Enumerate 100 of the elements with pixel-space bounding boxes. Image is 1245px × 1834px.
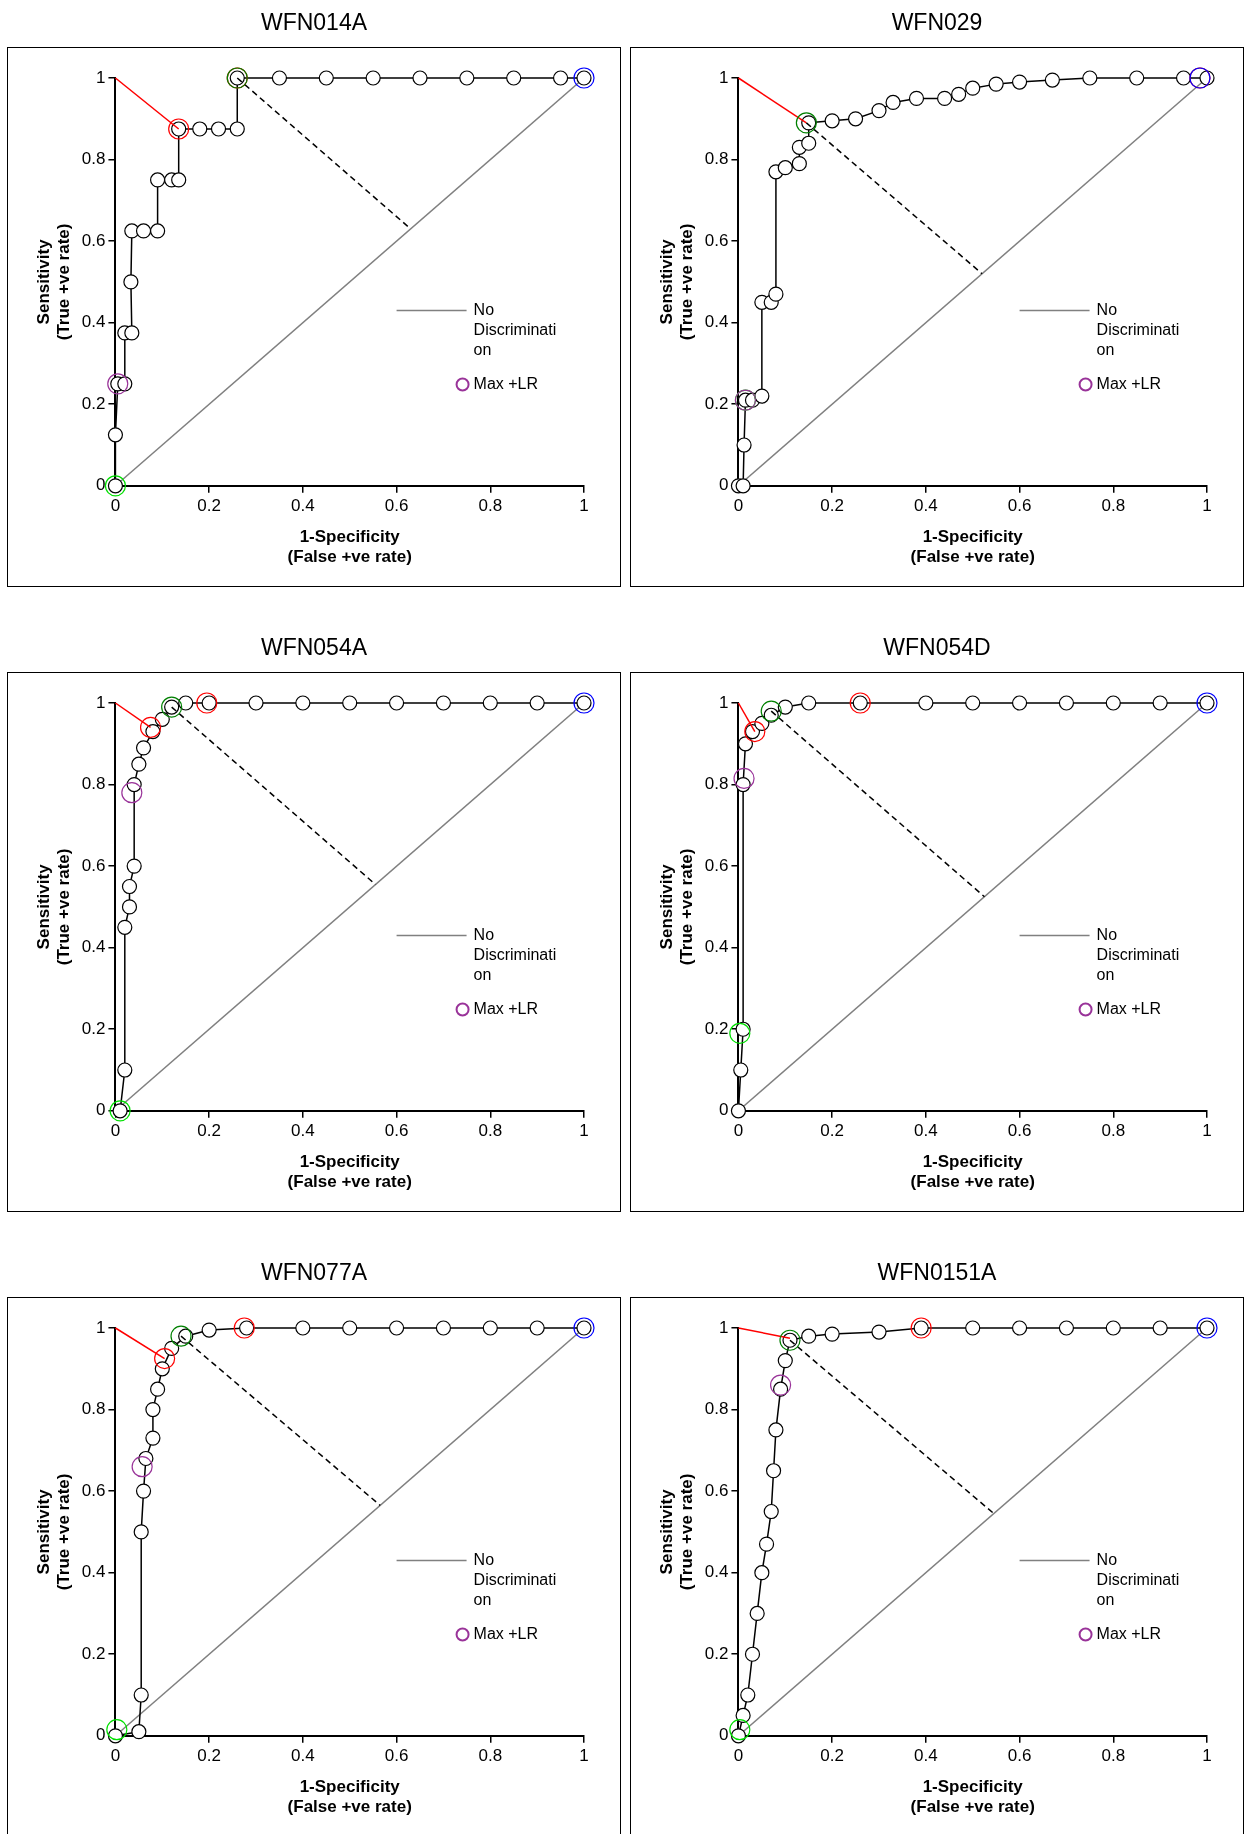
x-axis-title: 1-Specificity (False +ve rate) [287,1777,412,1817]
y-tick-label: 0.2 [704,393,729,413]
x-axis-title: 1-Specificity (False +ve rate) [287,527,412,567]
y-tick-label: 1 [718,67,729,87]
legend-label: Max +LR [473,1624,539,1642]
y-tick-label: 1 [95,1317,106,1337]
y-tick-label: 0.6 [704,855,729,875]
x-tick-label: 0.4 [914,1120,938,1140]
x-tick-label: 1 [579,1745,589,1765]
legend-label: No Discrimination [473,925,557,983]
x-tick-label: 0.2 [820,1120,844,1140]
y-tick-label: 0.2 [81,1643,106,1663]
x-tick-label: 0.6 [384,1120,409,1140]
x-tick-label: 0.6 [1007,1120,1032,1140]
x-tick-label: 1 [1202,1120,1212,1140]
y-tick-label: 0.6 [81,855,106,875]
y-tick-label: 0.6 [704,1480,729,1500]
x-tick-label: 0.8 [1101,495,1126,515]
y-tick-label: 0.2 [81,1018,106,1038]
y-tick-label: 0.8 [704,1399,729,1419]
y-tick-label: 0.2 [704,1018,729,1038]
y-tick-label: 0.8 [81,774,106,794]
y-axis-title: Sensitivity (True +ve rate) [33,1473,74,1591]
y-tick-label: 0.8 [81,1399,106,1419]
x-tick-label: 1 [579,495,589,515]
legend-label: No Discrimination [1096,925,1180,983]
y-tick-label: 0 [95,475,106,495]
x-tick-label: 0 [110,1120,121,1140]
legend-label: No Discrimination [1096,1550,1180,1608]
chart-title: WFN077A [259,1258,369,1287]
y-tick-label: 0.6 [81,230,106,250]
x-tick-label: 0 [733,1120,744,1140]
y-axis-title: Sensitivity (True +ve rate) [656,1473,697,1591]
y-tick-label: 0 [718,1725,729,1745]
chart-title: WFN054A [259,633,369,662]
y-tick-label: 1 [718,692,729,712]
y-axis-title: Sensitivity (True +ve rate) [33,223,74,341]
y-tick-label: 0.8 [704,774,729,794]
legend-label: No Discrimination [473,300,557,358]
x-tick-label: 0.4 [914,1745,938,1765]
x-tick-label: 0.4 [914,495,938,515]
x-tick-label: 0.8 [1101,1120,1126,1140]
chart-title: WFN014A [259,8,369,37]
x-axis-title: 1-Specificity (False +ve rate) [910,1777,1035,1817]
x-tick-label: 1 [1202,1745,1212,1765]
x-tick-label: 0.2 [197,1745,221,1765]
y-tick-label: 0.4 [81,937,106,957]
legend-label: No Discrimination [1096,300,1180,358]
x-tick-label: 0.8 [1101,1745,1126,1765]
y-axis-title: Sensitivity (True +ve rate) [656,223,697,341]
y-tick-label: 0.4 [81,312,106,332]
y-tick-label: 1 [718,1317,729,1337]
legend-label: No Discrimination [473,1550,557,1608]
y-tick-label: 0.2 [81,393,106,413]
x-axis-title: 1-Specificity (False +ve rate) [287,1152,412,1192]
x-tick-label: 0.2 [197,1120,221,1140]
x-tick-label: 0.4 [291,1745,315,1765]
y-tick-label: 0.8 [704,149,729,169]
x-tick-label: 0.2 [820,495,844,515]
x-tick-label: 0.8 [478,1745,503,1765]
y-tick-label: 0.6 [704,230,729,250]
legend-label: Max +LR [1096,374,1162,392]
y-axis-title: Sensitivity (True +ve rate) [656,848,697,966]
y-tick-label: 0 [718,1100,729,1120]
chart-title: WFN054D [882,633,992,662]
x-tick-label: 0 [733,495,744,515]
x-tick-label: 1 [579,1120,589,1140]
x-tick-label: 0.6 [1007,495,1032,515]
y-tick-label: 1 [95,67,106,87]
x-tick-label: 0.2 [197,495,221,515]
y-tick-label: 1 [95,692,106,712]
x-tick-label: 0.4 [291,1120,315,1140]
x-tick-label: 0.6 [384,495,409,515]
legend-label: Max +LR [1096,999,1162,1017]
x-axis-title: 1-Specificity (False +ve rate) [910,1152,1035,1192]
x-tick-label: 0.8 [478,495,503,515]
x-tick-label: 0.6 [1007,1745,1032,1765]
y-tick-label: 0.8 [81,149,106,169]
x-axis-title: 1-Specificity (False +ve rate) [910,527,1035,567]
x-tick-label: 1 [1202,495,1212,515]
y-tick-label: 0.2 [704,1643,729,1663]
chart-title: WFN029 [890,8,984,37]
y-tick-label: 0.4 [704,312,729,332]
legend-label: Max +LR [473,999,539,1017]
x-tick-label: 0.6 [384,1745,409,1765]
x-tick-label: 0 [733,1745,744,1765]
x-tick-label: 0 [110,1745,121,1765]
y-tick-label: 0 [95,1725,106,1745]
y-tick-label: 0 [95,1100,106,1120]
x-tick-label: 0 [110,495,121,515]
x-tick-label: 0.2 [820,1745,844,1765]
y-tick-label: 0.4 [81,1562,106,1582]
legend-label: Max +LR [1096,1624,1162,1642]
y-tick-label: 0.4 [704,1562,729,1582]
chart-title: WFN0151A [876,1258,998,1287]
legend-label: Max +LR [473,374,539,392]
y-tick-label: 0 [718,475,729,495]
y-tick-label: 0.6 [81,1480,106,1500]
x-tick-label: 0.4 [291,495,315,515]
y-axis-title: Sensitivity (True +ve rate) [33,848,74,966]
